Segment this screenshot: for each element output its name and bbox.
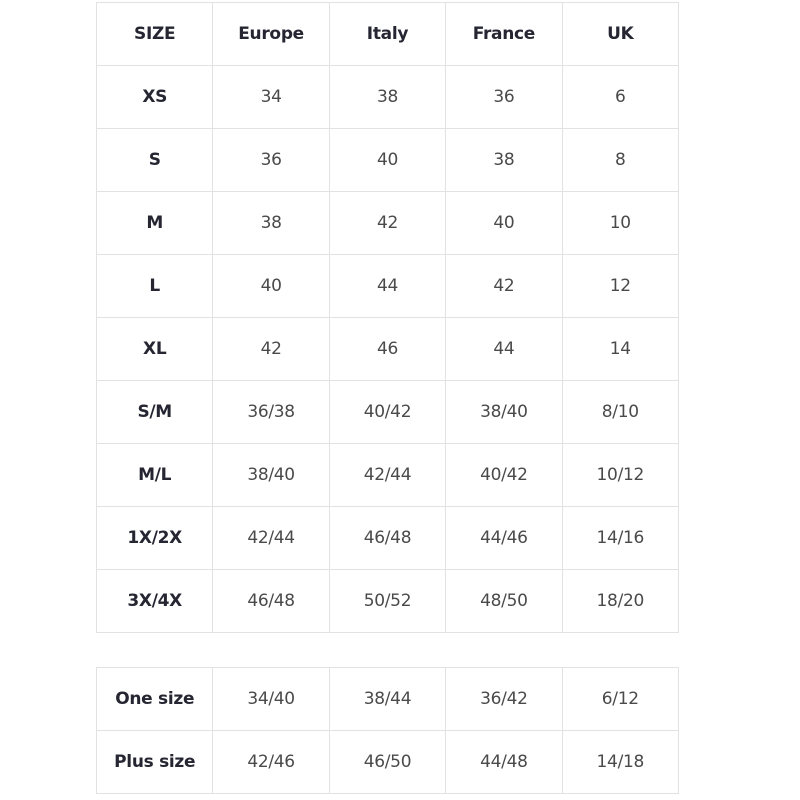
size-label-cell: M: [95, 191, 214, 255]
table-row: XL 42 46 44 14: [95, 317, 680, 381]
size-label-cell: M/L: [95, 443, 214, 507]
size-value-cell: 8/10: [561, 380, 680, 444]
size-label-cell: 1X/2X: [95, 506, 214, 570]
size-value-cell: 14: [561, 317, 680, 381]
size-label-cell: 3X/4X: [95, 569, 214, 633]
size-value-cell: 42/44: [212, 506, 330, 570]
size-value-cell: 46: [328, 317, 447, 381]
size-value-cell: 42: [445, 254, 563, 318]
column-header: UK: [561, 2, 680, 66]
table-row: 3X/4X 46/48 50/52 48/50 18/20: [95, 569, 680, 633]
header-row: SIZE Europe Italy France UK: [95, 2, 680, 66]
size-value-cell: 38/44: [328, 667, 447, 731]
size-conversion-table: SIZE Europe Italy France UK XS 34 38 36 6 S 36 40 38 8…: [95, 2, 680, 633]
table-row: M 38 42 40 10: [95, 191, 680, 255]
size-value-cell: 36: [445, 65, 563, 129]
size-value-cell: 10: [561, 191, 680, 255]
column-header: France: [445, 2, 563, 66]
size-label-cell: S: [95, 128, 214, 192]
size-value-cell: 40: [445, 191, 563, 255]
size-value-cell: 44/48: [445, 730, 563, 794]
size-value-cell: 38: [212, 191, 330, 255]
table-row: L 40 44 42 12: [95, 254, 680, 318]
size-value-cell: 36/38: [212, 380, 330, 444]
size-value-cell: 44: [445, 317, 563, 381]
size-label-cell: L: [95, 254, 214, 318]
table-row: One size 34/40 38/44 36/42 6/12: [95, 667, 680, 731]
size-value-cell: 46/50: [328, 730, 447, 794]
size-value-cell: 38: [445, 128, 563, 192]
table-row: XS 34 38 36 6: [95, 65, 680, 129]
table-row: S 36 40 38 8: [95, 128, 680, 192]
size-value-cell: 46/48: [212, 569, 330, 633]
size-label-cell: XL: [95, 317, 214, 381]
size-value-cell: 34: [212, 65, 330, 129]
size-value-cell: 6: [561, 65, 680, 129]
size-value-cell: 42/44: [328, 443, 447, 507]
size-value-cell: 38/40: [212, 443, 330, 507]
size-value-cell: 18/20: [561, 569, 680, 633]
size-label-cell: S/M: [95, 380, 214, 444]
size-value-cell: 6/12: [561, 667, 680, 731]
size-value-cell: 40: [212, 254, 330, 318]
size-value-cell: 36: [212, 128, 330, 192]
size-value-cell: 42/46: [212, 730, 330, 794]
column-header: Italy: [328, 2, 447, 66]
size-value-cell: 36/42: [445, 667, 563, 731]
one-plus-size-table: One size 34/40 38/44 36/42 6/12 Plus size 42/4…: [95, 667, 680, 794]
size-value-cell: 38: [328, 65, 447, 129]
column-header: Europe: [212, 2, 330, 66]
size-value-cell: 40/42: [328, 380, 447, 444]
column-header: SIZE: [95, 2, 214, 66]
size-value-cell: 42: [328, 191, 447, 255]
table-row: M/L 38/40 42/44 40/42 10/12: [95, 443, 680, 507]
size-value-cell: 50/52: [328, 569, 447, 633]
size-value-cell: 40: [328, 128, 447, 192]
table-row: S/M 36/38 40/42 38/40 8/10: [95, 380, 680, 444]
size-value-cell: 14/18: [561, 730, 680, 794]
size-label-cell: One size: [95, 667, 214, 731]
size-value-cell: 44/46: [445, 506, 563, 570]
size-value-cell: 38/40: [445, 380, 563, 444]
size-label-cell: XS: [95, 65, 214, 129]
size-value-cell: 10/12: [561, 443, 680, 507]
size-label-cell: Plus size: [95, 730, 214, 794]
size-value-cell: 46/48: [328, 506, 447, 570]
size-value-cell: 34/40: [212, 667, 330, 731]
table-row: 1X/2X 42/44 46/48 44/46 14/16: [95, 506, 680, 570]
size-value-cell: 44: [328, 254, 447, 318]
size-value-cell: 8: [561, 128, 680, 192]
table-row: Plus size 42/46 46/50 44/48 14/18: [95, 730, 680, 794]
size-value-cell: 40/42: [445, 443, 563, 507]
size-value-cell: 12: [561, 254, 680, 318]
size-value-cell: 14/16: [561, 506, 680, 570]
size-value-cell: 42: [212, 317, 330, 381]
size-value-cell: 48/50: [445, 569, 563, 633]
